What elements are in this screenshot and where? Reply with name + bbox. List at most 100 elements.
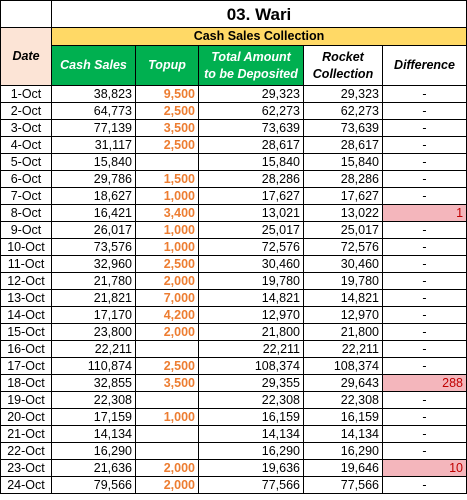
difference-cell[interactable]: -: [381, 272, 467, 290]
difference-cell[interactable]: 288: [381, 374, 467, 392]
difference-cell[interactable]: -: [381, 357, 467, 375]
total-deposit-cell[interactable]: 17,627: [198, 187, 304, 205]
difference-cell[interactable]: -: [381, 391, 467, 409]
total-deposit-cell[interactable]: 22,211: [198, 340, 304, 358]
cash-sales-cell[interactable]: 110,874: [51, 357, 136, 375]
rocket-collection-cell[interactable]: 72,576: [303, 238, 383, 256]
difference-cell[interactable]: -: [381, 255, 467, 273]
rocket-collection-cell[interactable]: 73,639: [303, 119, 383, 137]
cash-sales-cell[interactable]: 32,960: [51, 255, 136, 273]
difference-header[interactable]: Difference: [381, 45, 467, 86]
cash-sales-cell[interactable]: 22,211: [51, 340, 136, 358]
topup-cell[interactable]: 9,500: [135, 85, 199, 103]
total-deposit-cell[interactable]: 13,021: [198, 204, 304, 222]
rocket-collection-cell[interactable]: 29,323: [303, 85, 383, 103]
cash-sales-cell[interactable]: 16,290: [51, 442, 136, 460]
cash-sales-cell[interactable]: 21,636: [51, 459, 136, 477]
rocket-collection-cell[interactable]: 29,643: [303, 374, 383, 392]
cash-sales-cell[interactable]: 79,566: [51, 476, 136, 494]
date-cell[interactable]: 8-Oct: [0, 204, 52, 222]
total-deposit-header[interactable]: Total Amount to be Deposited: [198, 45, 304, 86]
total-deposit-cell[interactable]: 12,970: [198, 306, 304, 324]
difference-cell[interactable]: -: [381, 238, 467, 256]
topup-cell[interactable]: 2,500: [135, 255, 199, 273]
cash-sales-cell[interactable]: 21,780: [51, 272, 136, 290]
difference-cell[interactable]: 1: [381, 204, 467, 222]
topup-cell[interactable]: 1,000: [135, 221, 199, 239]
topup-cell[interactable]: [135, 391, 199, 409]
topup-cell[interactable]: 2,000: [135, 323, 199, 341]
rocket-collection-cell[interactable]: 28,617: [303, 136, 383, 154]
date-cell[interactable]: 22-Oct: [0, 442, 52, 460]
cash-sales-cell[interactable]: 21,821: [51, 289, 136, 307]
rocket-collection-cell[interactable]: 108,374: [303, 357, 383, 375]
difference-cell[interactable]: -: [381, 442, 467, 460]
rocket-collection-cell[interactable]: 13,022: [303, 204, 383, 222]
cash-sales-cell[interactable]: 22,308: [51, 391, 136, 409]
rocket-collection-cell[interactable]: 62,273: [303, 102, 383, 120]
topup-cell[interactable]: 3,400: [135, 204, 199, 222]
total-deposit-cell[interactable]: 14,821: [198, 289, 304, 307]
total-deposit-cell[interactable]: 16,290: [198, 442, 304, 460]
date-cell[interactable]: 18-Oct: [0, 374, 52, 392]
cash-sales-cell[interactable]: 32,855: [51, 374, 136, 392]
total-deposit-cell[interactable]: 22,308: [198, 391, 304, 409]
difference-cell[interactable]: -: [381, 408, 467, 426]
sheet-title[interactable]: 03. Wari: [50, 0, 467, 28]
total-deposit-cell[interactable]: 19,780: [198, 272, 304, 290]
total-deposit-cell[interactable]: 29,323: [198, 85, 304, 103]
cash-sales-cell[interactable]: 17,170: [51, 306, 136, 324]
total-deposit-cell[interactable]: 28,617: [198, 136, 304, 154]
total-deposit-cell[interactable]: 19,636: [198, 459, 304, 477]
topup-cell[interactable]: 3,500: [135, 119, 199, 137]
rocket-collection-cell[interactable]: 12,970: [303, 306, 383, 324]
total-deposit-cell[interactable]: 21,800: [198, 323, 304, 341]
rocket-collection-cell[interactable]: 19,646: [303, 459, 383, 477]
topup-cell[interactable]: [135, 340, 199, 358]
date-cell[interactable]: 2-Oct: [0, 102, 52, 120]
rocket-collection-cell[interactable]: 22,308: [303, 391, 383, 409]
difference-cell[interactable]: 10: [381, 459, 467, 477]
date-cell[interactable]: 7-Oct: [0, 187, 52, 205]
difference-cell[interactable]: -: [381, 425, 467, 443]
date-cell[interactable]: 3-Oct: [0, 119, 52, 137]
cash-sales-cell[interactable]: 73,576: [51, 238, 136, 256]
rocket-collection-cell[interactable]: 17,627: [303, 187, 383, 205]
cash-sales-cell[interactable]: 14,134: [51, 425, 136, 443]
total-deposit-cell[interactable]: 72,576: [198, 238, 304, 256]
topup-cell[interactable]: 1,000: [135, 408, 199, 426]
rocket-collection-cell[interactable]: 28,286: [303, 170, 383, 188]
date-cell[interactable]: 20-Oct: [0, 408, 52, 426]
cash-sales-cell[interactable]: 29,786: [51, 170, 136, 188]
total-deposit-cell[interactable]: 14,134: [198, 425, 304, 443]
topup-cell[interactable]: 1,000: [135, 187, 199, 205]
date-cell[interactable]: 9-Oct: [0, 221, 52, 239]
difference-cell[interactable]: -: [381, 136, 467, 154]
date-cell[interactable]: 24-Oct: [0, 476, 52, 494]
topup-cell[interactable]: [135, 442, 199, 460]
total-deposit-cell[interactable]: 77,566: [198, 476, 304, 494]
date-cell[interactable]: 23-Oct: [0, 459, 52, 477]
date-cell[interactable]: 1-Oct: [0, 85, 52, 103]
difference-cell[interactable]: -: [381, 102, 467, 120]
difference-cell[interactable]: -: [381, 153, 467, 171]
total-deposit-cell[interactable]: 16,159: [198, 408, 304, 426]
cash-sales-cell[interactable]: 23,800: [51, 323, 136, 341]
difference-cell[interactable]: -: [381, 119, 467, 137]
rocket-collection-cell[interactable]: 16,290: [303, 442, 383, 460]
topup-cell[interactable]: 1,000: [135, 238, 199, 256]
total-deposit-cell[interactable]: 73,639: [198, 119, 304, 137]
date-cell[interactable]: 12-Oct: [0, 272, 52, 290]
difference-cell[interactable]: -: [381, 340, 467, 358]
cash-sales-cell[interactable]: 15,840: [51, 153, 136, 171]
total-deposit-cell[interactable]: 15,840: [198, 153, 304, 171]
topup-cell[interactable]: 2,500: [135, 136, 199, 154]
rocket-collection-header[interactable]: Rocket Collection: [303, 45, 383, 86]
date-cell[interactable]: 19-Oct: [0, 391, 52, 409]
topup-cell[interactable]: 2,000: [135, 272, 199, 290]
date-cell[interactable]: 11-Oct: [0, 255, 52, 273]
corner-cell[interactable]: [0, 0, 52, 28]
total-deposit-cell[interactable]: 30,460: [198, 255, 304, 273]
total-deposit-cell[interactable]: 62,273: [198, 102, 304, 120]
cash-sales-cell[interactable]: 31,117: [51, 136, 136, 154]
